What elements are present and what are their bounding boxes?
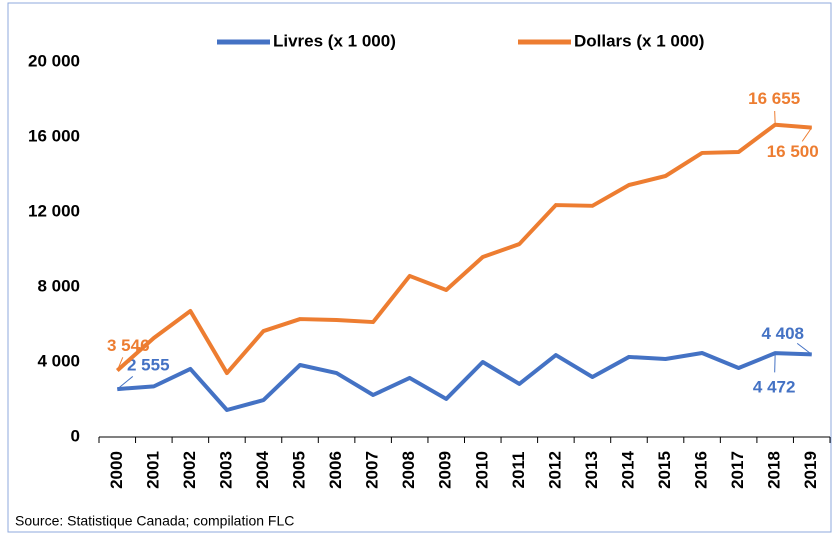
x-tick-label: 2002	[180, 451, 199, 489]
y-tick-label: 4 000	[37, 351, 80, 370]
data-label: 4 472	[753, 378, 796, 397]
x-tick-label: 2013	[582, 451, 601, 489]
x-tick-label: 2003	[216, 451, 235, 489]
y-tick-label: 16 000	[28, 126, 80, 145]
leader-line	[774, 353, 776, 373]
x-tick-label: 2005	[290, 451, 309, 489]
x-tick-label: 2015	[655, 451, 674, 489]
data-label: 16 500	[767, 142, 819, 161]
x-tick-label: 2000	[107, 451, 126, 489]
leader-line	[801, 127, 813, 142]
source-note: Source: Statistique Canada; compilation …	[15, 513, 294, 529]
y-tick-label: 20 000	[28, 51, 80, 70]
x-tick-label: 2010	[472, 451, 491, 489]
x-tick-label: 2019	[801, 451, 820, 489]
series-line	[115, 122, 812, 376]
legend-label: Dollars (x 1 000)	[574, 31, 704, 50]
x-tick-label: 2017	[728, 451, 747, 489]
data-label: 3 546	[107, 336, 150, 355]
leader-line	[796, 342, 813, 355]
y-tick-label: 0	[71, 426, 80, 445]
chart-border	[7, 2, 832, 533]
series-line	[117, 351, 812, 412]
data-label: 4 408	[761, 324, 804, 343]
x-tick-label: 2016	[692, 451, 711, 489]
y-tick-label: 8 000	[37, 276, 80, 295]
x-tick-label: 2001	[143, 451, 162, 489]
x-tick-label: 2014	[618, 451, 637, 489]
x-tick-label: 2012	[545, 451, 564, 489]
leader-line	[774, 110, 776, 125]
x-tick-label: 2018	[765, 451, 784, 489]
legend-label: Livres (x 1 000)	[273, 31, 396, 50]
x-tick-label: 2009	[436, 451, 455, 489]
data-label: 16 655	[748, 89, 800, 108]
x-tick-label: 2008	[399, 451, 418, 489]
x-tick-label: 2006	[326, 451, 345, 489]
x-tick-label: 2007	[363, 451, 382, 489]
leader-line	[116, 376, 134, 390]
x-tick-label: 2011	[509, 452, 528, 489]
x-tick-label: 2004	[253, 451, 272, 489]
leader-line	[116, 357, 124, 371]
data-label: 2 555	[127, 356, 170, 375]
y-tick-label: 12 000	[28, 201, 80, 220]
